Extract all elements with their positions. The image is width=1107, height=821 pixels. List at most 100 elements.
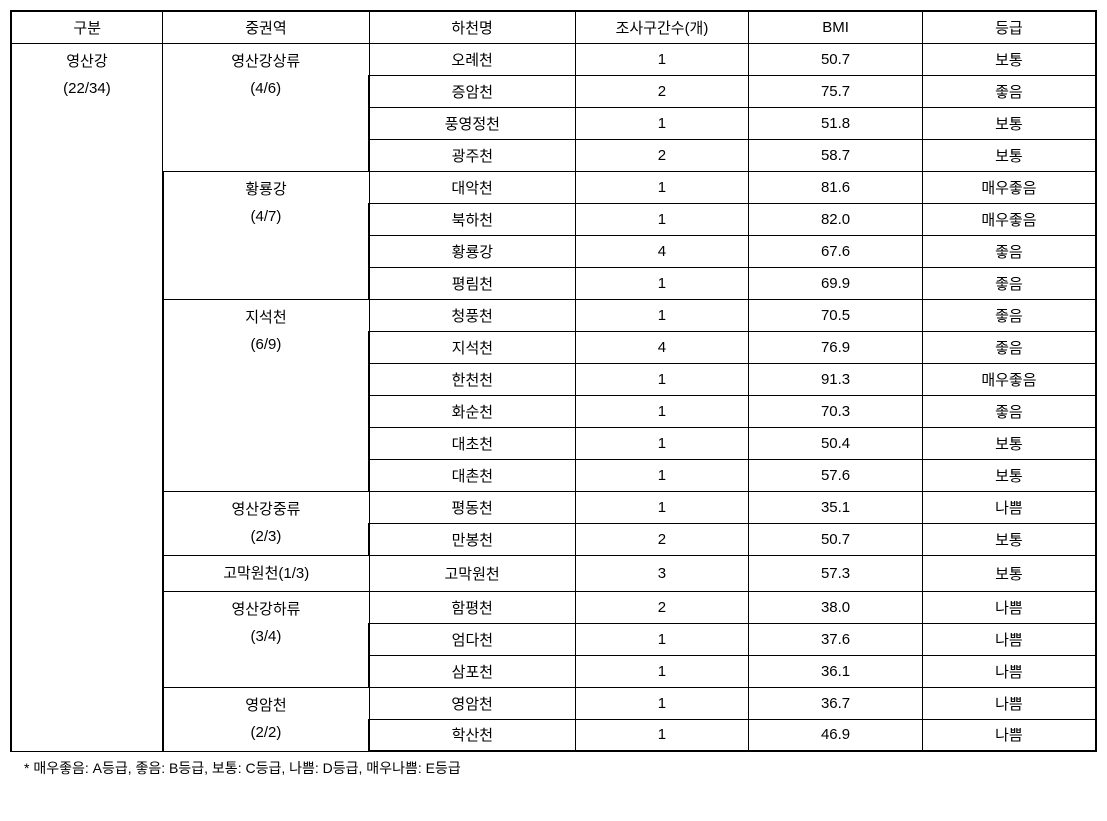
count-cell: 1 <box>575 719 749 751</box>
bmi-cell: 57.6 <box>749 459 923 491</box>
bmi-cell: 50.7 <box>749 523 923 555</box>
grade-cell: 보통 <box>922 139 1096 171</box>
count-cell: 2 <box>575 75 749 107</box>
count-cell: 1 <box>575 687 749 719</box>
river-cell: 대촌천 <box>369 459 575 491</box>
subregion-count: (4/6) <box>165 75 366 102</box>
table-row: 황룡강(4/7)대악천181.6매우좋음 <box>11 171 1096 203</box>
subregion-count: (2/3) <box>166 523 366 550</box>
bmi-cell: 35.1 <box>749 491 923 523</box>
bmi-cell: 50.4 <box>749 427 923 459</box>
river-cell: 화순천 <box>369 395 575 427</box>
river-cell: 평동천 <box>369 491 575 523</box>
grade-cell: 좋음 <box>922 395 1096 427</box>
bmi-cell: 75.7 <box>749 75 923 107</box>
count-cell: 1 <box>575 395 749 427</box>
river-cell: 풍영정천 <box>369 107 575 139</box>
col-header-5: 등급 <box>922 11 1096 43</box>
col-header-4: BMI <box>749 11 923 43</box>
count-cell: 1 <box>575 491 749 523</box>
bmi-cell: 50.7 <box>749 43 923 75</box>
subregion-name: 고막원천(1/3) <box>166 560 367 587</box>
table-row: 영산강하류(3/4)함평천238.0나쁨 <box>11 591 1096 623</box>
grade-cell: 보통 <box>922 43 1096 75</box>
count-cell: 1 <box>575 107 749 139</box>
subregion-name: 영산강상류 <box>165 48 366 75</box>
subregion-cell: 고막원천(1/3) <box>163 555 369 591</box>
bmi-cell: 76.9 <box>749 331 923 363</box>
table-row: 영암천(2/2)영암천136.7나쁨 <box>11 687 1096 719</box>
subregion-cell: 황룡강(4/7) <box>163 171 369 299</box>
grade-cell: 좋음 <box>922 235 1096 267</box>
table-row: 고막원천(1/3)고막원천357.3보통 <box>11 555 1096 591</box>
category-count: (22/34) <box>14 75 160 102</box>
count-cell: 1 <box>575 623 749 655</box>
grade-cell: 보통 <box>922 459 1096 491</box>
grade-cell: 매우좋음 <box>922 203 1096 235</box>
header-row: 구분중권역하천명조사구간수(개)BMI등급 <box>11 11 1096 43</box>
river-cell: 한천천 <box>369 363 575 395</box>
subregion-name: 황룡강 <box>166 176 366 203</box>
subregion-count: (4/7) <box>166 203 366 230</box>
river-cell: 엄다천 <box>369 623 575 655</box>
bmi-cell: 38.0 <box>749 591 923 623</box>
river-cell: 황룡강 <box>369 235 575 267</box>
category-name: 영산강 <box>14 48 160 75</box>
bmi-cell: 67.6 <box>749 235 923 267</box>
count-cell: 1 <box>575 459 749 491</box>
subregion-cell: 영산강상류(4/6) <box>163 43 369 171</box>
grade-cell: 좋음 <box>922 299 1096 331</box>
subregion-cell: 지석천(6/9) <box>163 299 369 491</box>
count-cell: 1 <box>575 171 749 203</box>
grade-cell: 좋음 <box>922 331 1096 363</box>
bmi-cell: 57.3 <box>749 555 923 591</box>
river-cell: 청풍천 <box>369 299 575 331</box>
river-cell: 북하천 <box>369 203 575 235</box>
count-cell: 4 <box>575 331 749 363</box>
grade-cell: 좋음 <box>922 267 1096 299</box>
bmi-cell: 46.9 <box>749 719 923 751</box>
count-cell: 1 <box>575 203 749 235</box>
col-header-2: 하천명 <box>369 11 575 43</box>
grade-cell: 보통 <box>922 523 1096 555</box>
river-cell: 삼포천 <box>369 655 575 687</box>
river-cell: 증암천 <box>369 75 575 107</box>
count-cell: 1 <box>575 299 749 331</box>
subregion-count: (6/9) <box>166 331 366 358</box>
subregion-count: (3/4) <box>166 623 366 650</box>
river-cell: 만봉천 <box>369 523 575 555</box>
bmi-cell: 81.6 <box>749 171 923 203</box>
count-cell: 1 <box>575 43 749 75</box>
table-row: 영산강(22/34)영산강상류(4/6)오례천150.7보통 <box>11 43 1096 75</box>
subregion-cell: 영산강하류(3/4) <box>163 591 369 687</box>
subregion-name: 영산강하류 <box>166 596 366 623</box>
count-cell: 1 <box>575 363 749 395</box>
bmi-cell: 36.1 <box>749 655 923 687</box>
grade-cell: 나쁨 <box>922 655 1096 687</box>
count-cell: 2 <box>575 139 749 171</box>
bmi-cell: 70.5 <box>749 299 923 331</box>
grade-cell: 매우좋음 <box>922 171 1096 203</box>
river-cell: 광주천 <box>369 139 575 171</box>
river-cell: 평림천 <box>369 267 575 299</box>
table-row: 영산강중류(2/3)평동천135.1나쁨 <box>11 491 1096 523</box>
bmi-cell: 36.7 <box>749 687 923 719</box>
subregion-name: 영산강중류 <box>166 496 366 523</box>
river-cell: 오례천 <box>369 43 575 75</box>
grade-cell: 보통 <box>922 555 1096 591</box>
river-cell: 함평천 <box>369 591 575 623</box>
count-cell: 1 <box>575 655 749 687</box>
count-cell: 1 <box>575 427 749 459</box>
subregion-count: (2/2) <box>166 719 366 746</box>
grade-cell: 보통 <box>922 427 1096 459</box>
footnote: * 매우좋음: A등급, 좋음: B등급, 보통: C등급, 나쁨: D등급, … <box>10 758 1097 778</box>
grade-cell: 나쁨 <box>922 687 1096 719</box>
col-header-3: 조사구간수(개) <box>575 11 749 43</box>
bmi-cell: 51.8 <box>749 107 923 139</box>
count-cell: 2 <box>575 523 749 555</box>
col-header-0: 구분 <box>11 11 163 43</box>
bmi-cell: 69.9 <box>749 267 923 299</box>
subregion-name: 영암천 <box>166 692 366 719</box>
grade-cell: 좋음 <box>922 75 1096 107</box>
table-row: 지석천(6/9)청풍천170.5좋음 <box>11 299 1096 331</box>
